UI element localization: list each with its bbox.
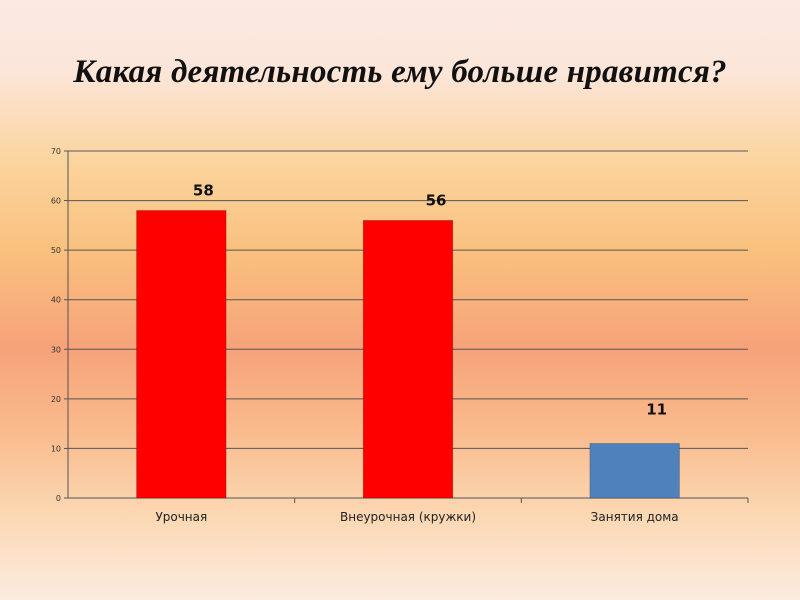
x-category-label: Занятия дома [591, 510, 679, 524]
bar-2 [362, 219, 454, 499]
bar-1 [136, 210, 227, 499]
y-tick-label: 30 [51, 345, 61, 354]
y-tick-label: 0 [56, 494, 61, 503]
y-tick-label: 70 [51, 147, 61, 156]
y-tick-label: 10 [51, 444, 61, 453]
chart-title: Какая деятельность ему больше нравится? [73, 54, 727, 90]
y-tick-label: 50 [51, 246, 61, 255]
x-category-label: Урочная [155, 510, 207, 524]
y-tick-label: 40 [51, 296, 61, 305]
y-tick-label: 60 [51, 197, 61, 206]
bar-3 [589, 443, 680, 499]
data-label: 11 [646, 400, 667, 418]
y-tick-label: 20 [51, 395, 61, 404]
data-label: 58 [193, 181, 214, 199]
data-label: 56 [426, 191, 447, 209]
x-category-label: Внеурочная (кружки) [340, 510, 476, 524]
